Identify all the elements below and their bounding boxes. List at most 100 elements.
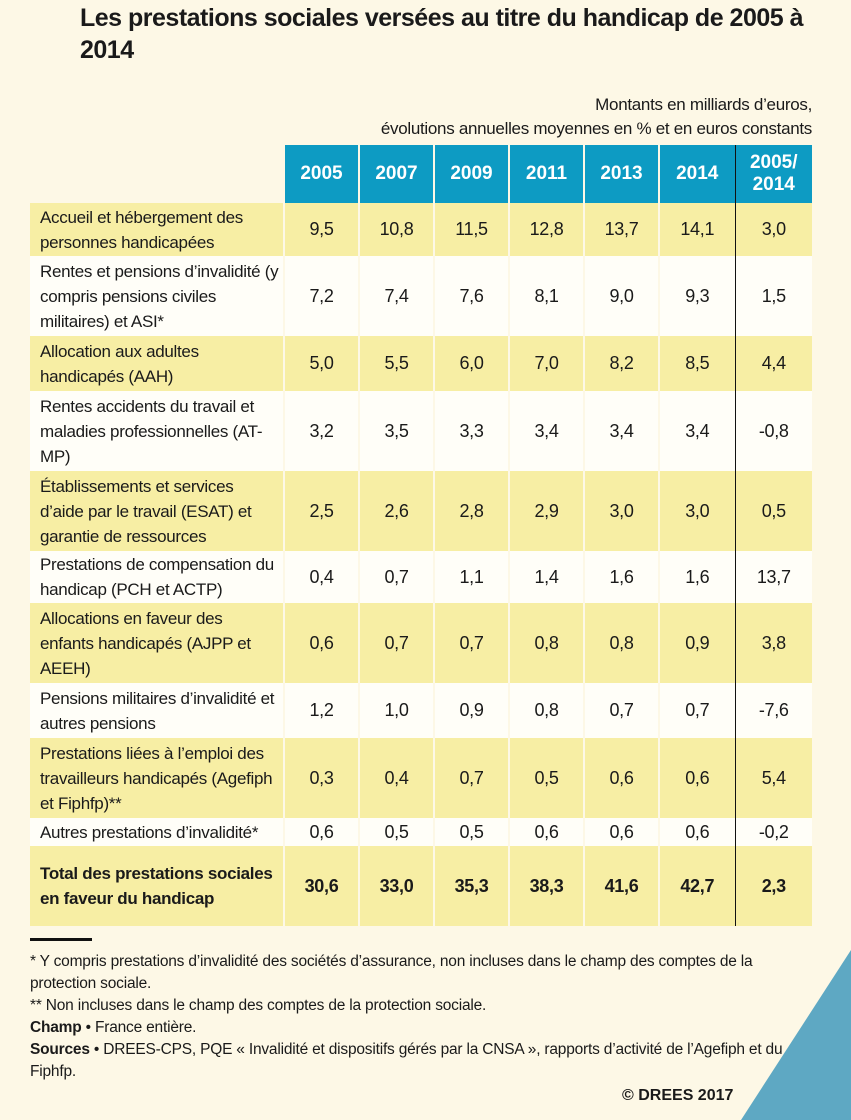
cell-value: 11,5 — [433, 203, 509, 256]
cell-value: 14,1 — [658, 203, 735, 256]
cell-value: 42,7 — [658, 846, 735, 926]
cell-value: 2,5 — [283, 471, 359, 551]
cell-value: 3,8 — [734, 603, 812, 683]
page-title: Les prestations sociales versées au titr… — [80, 4, 804, 64]
footnote-1: * Y compris prestations d’invalidité des… — [30, 953, 753, 992]
cell-value: 1,0 — [358, 683, 434, 738]
table-row: Accueil et hébergement des personnes han… — [30, 203, 812, 256]
cell-value: 9,5 — [283, 203, 359, 256]
copyright: © DREES 2017 — [622, 1087, 734, 1104]
cell-value: 38,3 — [508, 846, 584, 926]
cell-value: 0,6 — [283, 603, 359, 683]
row-label: Total des prestations sociales en faveur… — [30, 846, 284, 926]
cell-value: 1,6 — [583, 551, 659, 603]
footnote-2: ** Non incluses dans le champ des compte… — [30, 997, 487, 1014]
cell-value: 3,0 — [658, 471, 735, 551]
cell-value: 2,3 — [734, 846, 812, 926]
cell-value: 0,7 — [358, 551, 434, 603]
cell-value: 0,7 — [658, 683, 735, 738]
table-row: Pensions militaires d’invalidité et autr… — [30, 683, 812, 738]
column-header: 2011 — [508, 145, 584, 203]
cell-value: 9,0 — [583, 256, 659, 336]
cell-value: 0,4 — [283, 551, 359, 603]
units-note: Montants en milliards d’euros, évolution… — [30, 93, 812, 141]
cell-value: 33,0 — [358, 846, 434, 926]
cell-value: 3,3 — [433, 391, 509, 471]
cell-value: 4,4 — [734, 336, 812, 391]
cell-value: 5,0 — [283, 336, 359, 391]
column-header: 2013 — [583, 145, 659, 203]
cell-value: 1,5 — [734, 256, 812, 336]
cell-value: 9,3 — [658, 256, 735, 336]
cell-value: 35,3 — [433, 846, 509, 926]
cell-value: 5,5 — [358, 336, 434, 391]
header-blank — [30, 145, 284, 203]
cell-value: 8,2 — [583, 336, 659, 391]
column-header: 2014 — [658, 145, 735, 203]
cell-value: -7,6 — [734, 683, 812, 738]
row-label: Allocations en faveur des enfants handic… — [30, 603, 284, 683]
row-label: Prestations de compensation du handicap … — [30, 551, 284, 603]
row-label: Rentes accidents du travail et maladies … — [30, 391, 284, 471]
cell-value: 30,6 — [283, 846, 359, 926]
column-header: 2007 — [358, 145, 434, 203]
divider — [30, 938, 92, 941]
cell-value: 7,2 — [283, 256, 359, 336]
cell-value: 7,6 — [433, 256, 509, 336]
cell-value: 0,6 — [283, 818, 359, 846]
column-header: 2005/ 2014 — [734, 145, 812, 203]
cell-value: 0,6 — [583, 818, 659, 846]
cell-value: 7,0 — [508, 336, 584, 391]
cell-value: 0,7 — [433, 738, 509, 818]
cell-value: 8,1 — [508, 256, 584, 336]
cell-value: 10,8 — [358, 203, 434, 256]
cell-value: 2,6 — [358, 471, 434, 551]
cell-value: 2,8 — [433, 471, 509, 551]
table-row: Allocation aux adultes handicapés (AAH) 5… — [30, 336, 812, 391]
table-row: Prestations de compensation du handicap … — [30, 551, 812, 603]
cell-value: 3,5 — [358, 391, 434, 471]
units-line: Montants en milliards d’euros, — [595, 95, 812, 114]
cell-value: 1,4 — [508, 551, 584, 603]
cell-value: 0,3 — [283, 738, 359, 818]
row-label: Autres prestations d’invalidité* — [30, 818, 284, 846]
cell-value: 3,4 — [583, 391, 659, 471]
total-row: Total des prestations sociales en faveur… — [30, 846, 812, 926]
cell-value: 0,7 — [358, 603, 434, 683]
header-row: 2005 2007 2009 2011 2013 2014 2005/ 2014 — [30, 145, 812, 203]
cell-value: 0,5 — [734, 471, 812, 551]
row-label: Établissements et services d’aide par le… — [30, 471, 284, 551]
cell-value: -0,2 — [734, 818, 812, 846]
cell-value: 8,5 — [658, 336, 735, 391]
cell-value: 1,2 — [283, 683, 359, 738]
cell-value: 0,9 — [658, 603, 735, 683]
cell-value: 13,7 — [583, 203, 659, 256]
cell-value: 5,4 — [734, 738, 812, 818]
cell-value: 0,6 — [658, 818, 735, 846]
table-row: Autres prestations d’invalidité* 0,6 0,5 0,… — [30, 818, 812, 846]
champ-text: • France entière. — [85, 1019, 197, 1036]
cell-value: 3,4 — [658, 391, 735, 471]
sources-text: • DREES-CPS, PQE « Invalidité et disposi… — [30, 1041, 783, 1080]
column-header: 2005 — [283, 145, 359, 203]
champ: Champ • France entière. — [30, 1017, 820, 1039]
cell-value: 0,8 — [508, 683, 584, 738]
footnotes: * Y compris prestations d’invalidité des… — [30, 951, 820, 1083]
table-row: Rentes accidents du travail et maladies … — [30, 391, 812, 471]
cell-value: 3,4 — [508, 391, 584, 471]
cell-value: 6,0 — [433, 336, 509, 391]
cell-value: 1,6 — [658, 551, 735, 603]
cell-value: 41,6 — [583, 846, 659, 926]
corner-decoration — [741, 950, 851, 1120]
sources-label: Sources — [30, 1041, 90, 1058]
table-row: Rentes et pensions d’invalidité (y compr… — [30, 256, 812, 336]
cell-value: 0,5 — [358, 818, 434, 846]
table-row: Prestations liées à l’emploi des travail… — [30, 738, 812, 818]
cell-value: 0,7 — [433, 603, 509, 683]
cell-value: 2,9 — [508, 471, 584, 551]
cell-value: -0,8 — [734, 391, 812, 471]
champ-label: Champ — [30, 1019, 82, 1036]
cell-value: 12,8 — [508, 203, 584, 256]
cell-value: 0,8 — [508, 603, 584, 683]
sources: Sources • DREES-CPS, PQE « Invalidité et… — [30, 1039, 820, 1083]
